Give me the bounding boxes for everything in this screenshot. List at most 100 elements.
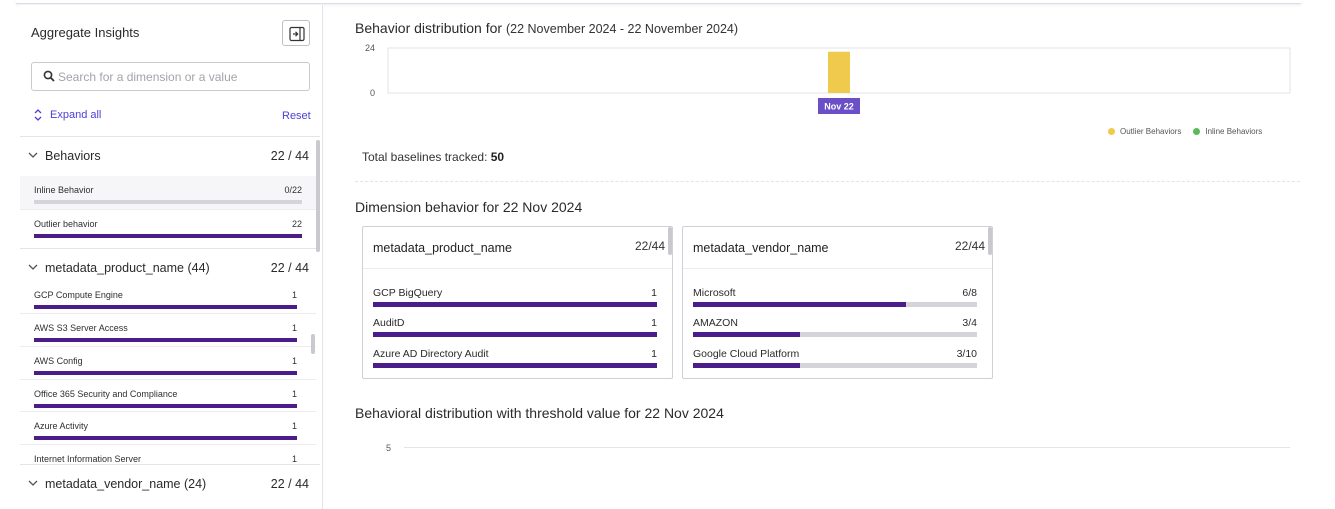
progress-track [693,332,977,337]
section-count: 22 / 44 [270,149,309,163]
progress-track [34,234,302,238]
total-label: Total baselines tracked: [362,150,488,164]
progress-fill [373,332,657,337]
threshold-y-tick: 5 [386,443,392,453]
item-value: 1 [291,356,297,366]
item-value: 22 [291,219,302,229]
section-behaviors[interactable]: Behaviors 22 / 44 [20,136,320,174]
card-count: 22/44 [634,239,665,253]
row-value: 1 [651,287,657,299]
reset-button[interactable]: Reset [282,110,311,122]
row-value: 1 [651,317,657,329]
list-item[interactable]: Azure Activity 1 [20,411,316,444]
sidebar-title: Aggregate Insights [31,25,140,40]
page-title-text: Behavior distribution for [355,20,503,36]
item-label: Azure Activity [34,421,89,431]
card-row[interactable]: Azure AD Directory Audit 1 [373,348,657,378]
total-baselines: Total baselines tracked: 50 [362,150,504,164]
page-title: Behavior distribution for (22 November 2… [355,20,738,36]
card-title: metadata_vendor_name [693,241,829,255]
row-value: 1 [651,348,657,360]
search-input[interactable] [58,68,298,86]
item-label: Internet Information Server [34,454,142,464]
progress-track [34,305,297,309]
section-count: 22 / 44 [270,477,309,491]
row-value: 3/4 [962,317,977,329]
card-row[interactable]: Microsoft 6/8 [693,287,977,317]
sidebar-scrollbar[interactable] [316,140,320,252]
card-row[interactable]: AuditD 1 [373,317,657,347]
progress-fill [693,302,906,307]
progress-fill [34,404,297,408]
collapse-panel-button[interactable] [282,20,310,46]
list-item[interactable]: GCP Compute Engine 1 [20,281,316,314]
legend-dot-inline [1193,128,1201,135]
progress-fill [34,338,297,342]
legend-label: Inline Behaviors [1205,127,1263,136]
section-label: metadata_product_name (44) [45,261,210,275]
threshold-distribution-title: Behavioral distribution with threshold v… [355,405,724,421]
legend-item-inline[interactable]: Inline Behaviors [1193,127,1262,136]
card-header: metadata_vendor_name 22/44 [683,227,992,269]
chevron-down-icon [28,480,38,486]
card-title: metadata_product_name [373,241,512,255]
y-tick-label: 24 [365,43,375,53]
expand-all-button[interactable]: Expand all [34,108,101,122]
section-label: Behaviors [45,149,101,163]
progress-track [34,338,297,342]
item-label: AWS S3 Server Access [34,323,128,333]
total-value: 50 [490,150,505,164]
x-tick-label: Nov 22 [824,102,854,112]
progress-track [34,436,297,440]
item-label: Inline Behavior [34,185,94,195]
dimension-behavior-title: Dimension behavior for 22 Nov 2024 [355,199,583,215]
x-label-badge[interactable] [818,98,860,114]
search-box [31,62,310,91]
collapse-panel-icon [289,26,305,42]
list-item[interactable]: Outlier behavior 22 [20,209,316,242]
legend-dot-outlier [1108,128,1115,135]
section-vendor-name[interactable]: metadata_vendor_name (24) 22 / 44 [20,464,320,502]
expand-all-label: Expand all [50,109,102,121]
card-row[interactable]: AMAZON 3/4 [693,317,977,347]
progress-track [34,371,297,375]
item-value: 1 [291,421,297,431]
card-row[interactable]: Google Cloud Platform 3/10 [693,348,977,378]
card-header: metadata_product_name 22/44 [363,227,672,269]
list-item[interactable]: AWS S3 Server Access 1 [20,313,316,346]
item-label: AWS Config [34,356,83,366]
progress-fill [34,234,302,238]
list-item[interactable]: Inline Behavior 0/22 [20,176,316,209]
row-label: Azure AD Directory Audit [373,348,489,360]
bar-outlier-behaviors[interactable] [828,51,850,93]
item-label: Outlier behavior [34,219,98,229]
item-value: 0/22 [284,185,302,195]
progress-fill [693,332,800,337]
section-label: metadata_vendor_name (24) [45,477,207,491]
item-label: GCP Compute Engine [34,290,123,300]
card-row[interactable]: GCP BigQuery 1 [373,287,657,317]
progress-fill [373,302,657,307]
chart-legend: Outlier Behaviors Inline Behaviors [1108,127,1274,136]
behavior-distribution-chart: 0 24 Nov 22 [365,43,1291,114]
dimension-card-vendor: metadata_vendor_name 22/44 Microsoft 6/8… [682,226,993,379]
aggregate-insights-sidebar: Aggregate Insights Expand all Reset Beha… [20,5,323,509]
chevron-down-icon [28,152,38,158]
progress-track [373,302,657,307]
legend-item-outlier[interactable]: Outlier Behaviors [1108,127,1181,136]
progress-fill [373,363,657,368]
section-product-name[interactable]: metadata_product_name (44) 22 / 44 [20,248,320,286]
list-item[interactable]: AWS Config 1 [20,346,316,379]
progress-track [373,332,657,337]
progress-fill [693,363,800,368]
row-value: 6/8 [962,287,977,299]
row-label: Google Cloud Platform [693,348,800,360]
dimension-card-product: metadata_product_name 22/44 GCP BigQuery… [362,226,673,379]
list-item[interactable]: Office 365 Security and Compliance 1 [20,379,316,412]
card-scrollbar[interactable] [988,227,992,255]
section-scrollbar[interactable] [311,334,315,354]
progress-track [34,404,297,408]
item-value: 1 [291,389,297,399]
item-value: 1 [291,290,297,300]
card-scrollbar[interactable] [668,227,672,255]
